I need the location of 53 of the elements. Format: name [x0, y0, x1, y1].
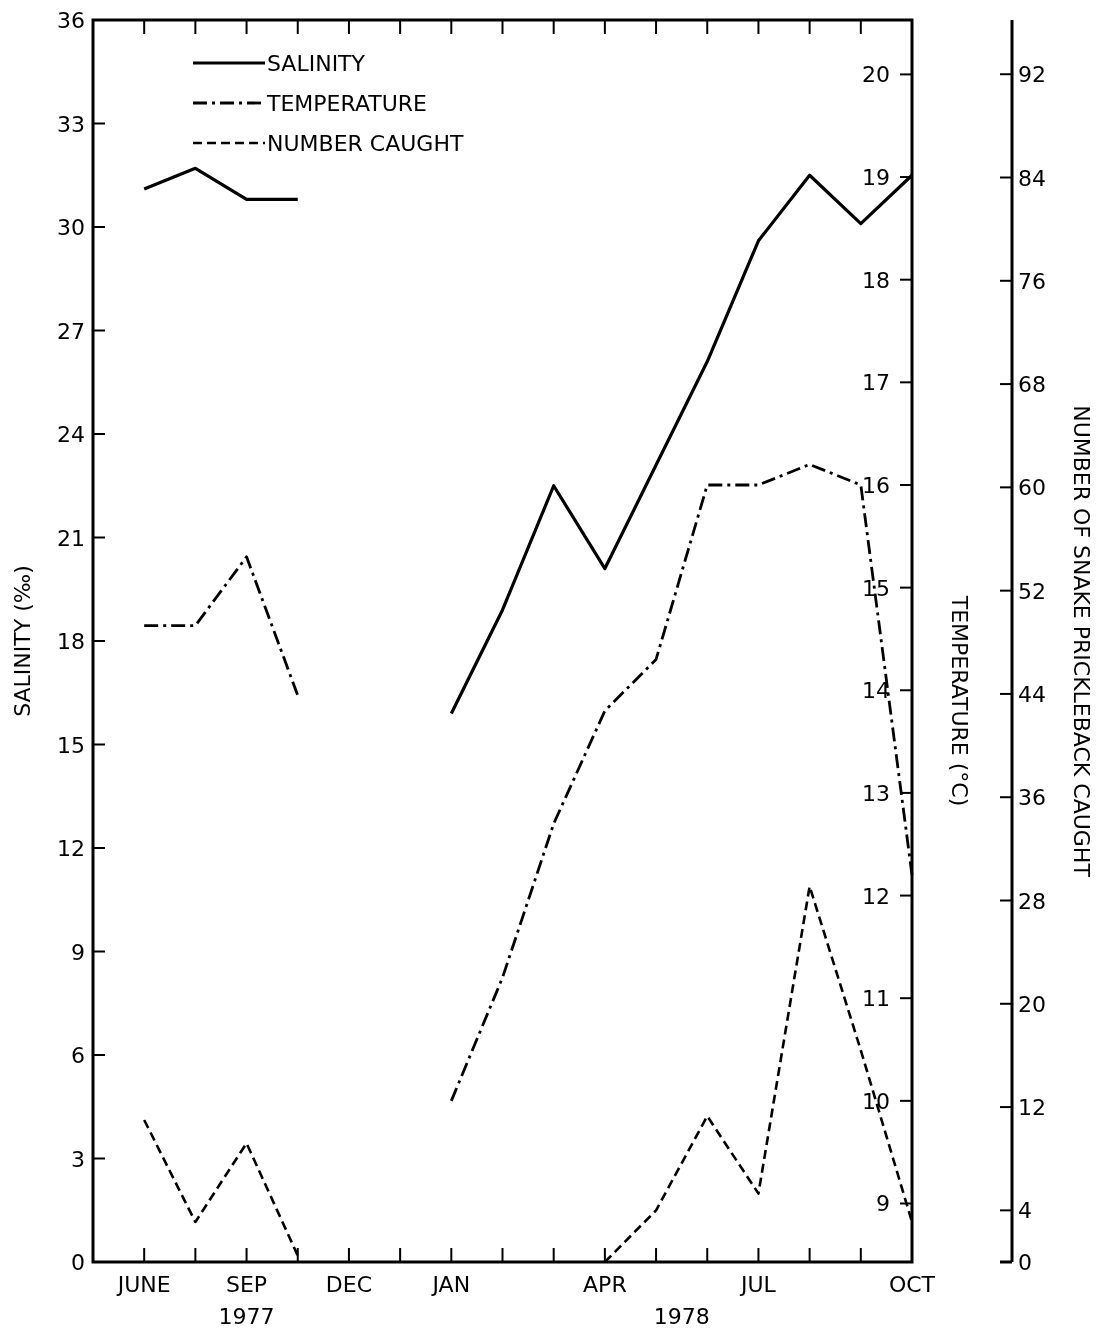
y3-axis-title: NUMBER OF SNAKE PRICKLEBACK CAUGHT: [1069, 405, 1094, 878]
y-tick-label: 3: [71, 1146, 85, 1172]
y2-tick-label: 12: [862, 883, 890, 909]
x-tick-label: DEC: [325, 1272, 373, 1297]
x-tick-label: OCT: [888, 1272, 936, 1297]
y3-tick-label: 76: [1018, 268, 1046, 294]
x-tick-label: JUNE: [115, 1272, 171, 1297]
y2-tick-label: 16: [862, 472, 890, 498]
y-tick-label: 15: [57, 732, 85, 758]
y2-tick-label: 9: [876, 1191, 890, 1217]
y2-tick-label: 10: [862, 1088, 890, 1114]
y2-tick-label: 11: [862, 986, 890, 1012]
y2-axis-title: TEMPERATURE (°C): [947, 594, 972, 807]
x-tick-label: APR: [583, 1272, 627, 1297]
y-tick-label: 33: [57, 111, 85, 137]
y-tick-label: 0: [71, 1250, 85, 1275]
y3-tick-label: 28: [1018, 888, 1046, 914]
y3-tick-label: 12: [1018, 1095, 1046, 1121]
y2-tick-label: 14: [862, 678, 890, 704]
y-tick-label: 21: [57, 525, 85, 551]
y2-tick-label: 20: [862, 62, 890, 88]
y2-tick-label: 18: [862, 267, 890, 293]
y-tick-label: 27: [57, 318, 85, 344]
y2-tick-label: 17: [862, 370, 890, 396]
text: 1978: [653, 1304, 710, 1329]
y3-tick-label: 52: [1018, 578, 1046, 604]
y3-tick-label: 36: [1018, 785, 1046, 811]
y-axis-title: SALINITY (‰): [10, 565, 35, 717]
text: 1977: [218, 1304, 275, 1329]
y3-tick-label: 68: [1018, 372, 1046, 398]
legend-label: SALINITY: [267, 51, 366, 76]
y2-tick-label: 19: [862, 165, 890, 191]
y3-tick-label: 4: [1018, 1198, 1032, 1224]
x-tick-label: JUL: [739, 1272, 777, 1297]
y3-tick-label: 20: [1018, 991, 1046, 1017]
y-tick-label: 30: [57, 215, 85, 240]
y3-tick-label: 92: [1018, 62, 1046, 88]
y3-tick-label: 84: [1018, 165, 1046, 191]
legend-label: TEMPERATURE: [266, 91, 427, 116]
y-tick-label: 18: [57, 629, 85, 654]
x-tick-label: SEP: [225, 1272, 268, 1297]
y-tick-label: 9: [71, 939, 85, 965]
x-tick-label: JAN: [430, 1272, 471, 1297]
y-tick-label: 12: [57, 836, 85, 861]
y-tick-label: 24: [57, 422, 85, 447]
y-tick-label: 6: [71, 1043, 85, 1068]
y2-tick-label: 15: [862, 575, 890, 601]
y3-tick-label: 0: [1018, 1250, 1032, 1275]
y2-tick-label: 13: [862, 780, 890, 806]
y-tick-label: 36: [57, 8, 85, 33]
legend-label: NUMBER CAUGHT: [267, 131, 464, 156]
y3-tick-label: 44: [1018, 681, 1046, 707]
y3-tick-label: 60: [1018, 475, 1046, 501]
